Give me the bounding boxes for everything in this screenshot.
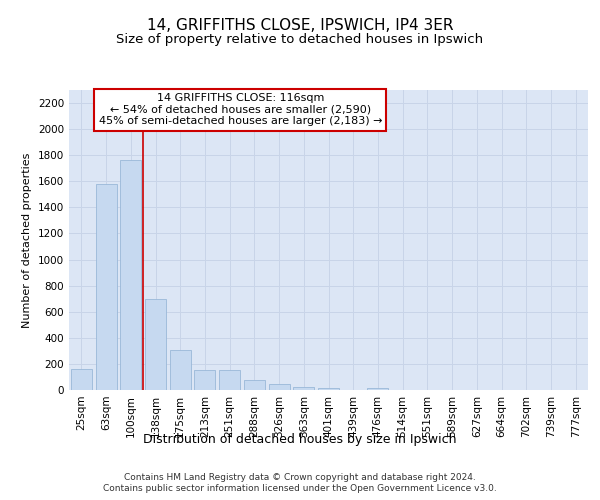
Bar <box>120 160 141 390</box>
Text: Contains HM Land Registry data © Crown copyright and database right 2024.: Contains HM Land Registry data © Crown c… <box>124 472 476 482</box>
Bar <box>367 388 388 390</box>
Text: 14 GRIFFITHS CLOSE: 116sqm
← 54% of detached houses are smaller (2,590)
45% of s: 14 GRIFFITHS CLOSE: 116sqm ← 54% of deta… <box>98 93 382 126</box>
Bar <box>219 370 240 390</box>
Text: 14, GRIFFITHS CLOSE, IPSWICH, IP4 3ER: 14, GRIFFITHS CLOSE, IPSWICH, IP4 3ER <box>147 18 453 32</box>
Bar <box>145 298 166 390</box>
Bar <box>71 369 92 390</box>
Text: Distribution of detached houses by size in Ipswich: Distribution of detached houses by size … <box>143 432 457 446</box>
Bar <box>194 370 215 390</box>
Text: Contains public sector information licensed under the Open Government Licence v3: Contains public sector information licen… <box>103 484 497 493</box>
Bar <box>170 350 191 390</box>
Bar <box>318 388 339 390</box>
Bar <box>293 386 314 390</box>
Bar <box>95 184 116 390</box>
Bar <box>244 380 265 390</box>
Bar <box>269 384 290 390</box>
Y-axis label: Number of detached properties: Number of detached properties <box>22 152 32 328</box>
Text: Size of property relative to detached houses in Ipswich: Size of property relative to detached ho… <box>116 32 484 46</box>
